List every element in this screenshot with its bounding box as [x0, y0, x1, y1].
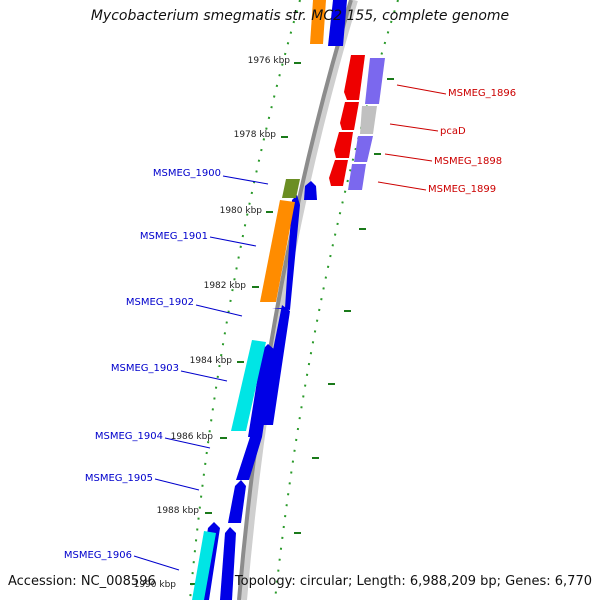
- forward-cds: [196, 0, 347, 600]
- reverse-leaders: [377, 84, 447, 191]
- gene-label-reverse[interactable]: MSMEG_1896: [448, 88, 516, 99]
- gene-orange-top: [310, 0, 326, 44]
- gene-label-forward[interactable]: MSMEG_1901: [140, 231, 208, 242]
- backbone: [237, 0, 353, 600]
- gene-label-reverse[interactable]: MSMEG_1898: [434, 156, 502, 167]
- forward-leaders: [133, 175, 269, 571]
- gene-label-forward[interactable]: MSMEG_1902: [126, 297, 194, 308]
- gene-cyan-bottom: [192, 531, 216, 600]
- scale-label: 1980 kbp: [220, 206, 263, 216]
- scale-label: 1978 kbp: [234, 130, 277, 140]
- gene-label-forward[interactable]: MSMEG_1903: [111, 363, 179, 374]
- gene-label-forward[interactable]: MSMEG_1905: [85, 473, 153, 484]
- scale-label: 1990 kbp: [134, 580, 177, 590]
- topology-text: Topology: circular; Length: 6,988,209 bp…: [234, 574, 592, 589]
- scale-label: 1982 kbp: [204, 281, 247, 291]
- outer-dotted-track: [189, 0, 301, 600]
- reverse-cds: [329, 55, 385, 190]
- accession-text: Accession: NC_008596: [8, 574, 156, 589]
- scale-ticks: [190, 62, 301, 585]
- gene-label-forward[interactable]: MSMEG_1900: [153, 168, 221, 179]
- gene-label-reverse[interactable]: pcaD: [440, 126, 466, 137]
- scale-label: 1984 kbp: [190, 356, 233, 366]
- scale-label: 1988 kbp: [157, 506, 200, 516]
- backbone-shadow: [239, 0, 358, 600]
- minor-ticks-right: [294, 78, 394, 534]
- gene-orange: [260, 200, 295, 302]
- scale-label: 1976 kbp: [248, 56, 291, 66]
- gene-label-forward[interactable]: MSMEG_1904: [95, 431, 163, 442]
- gene-olive: [282, 179, 300, 198]
- gene-label-reverse[interactable]: MSMEG_1899: [428, 184, 496, 195]
- scale-label: 1986 kbp: [171, 432, 214, 442]
- gene-cyan: [231, 340, 266, 431]
- gene-label-forward[interactable]: MSMEG_1906: [64, 550, 132, 561]
- map-title: Mycobacterium smegmatis str. MC2 155, co…: [90, 8, 510, 24]
